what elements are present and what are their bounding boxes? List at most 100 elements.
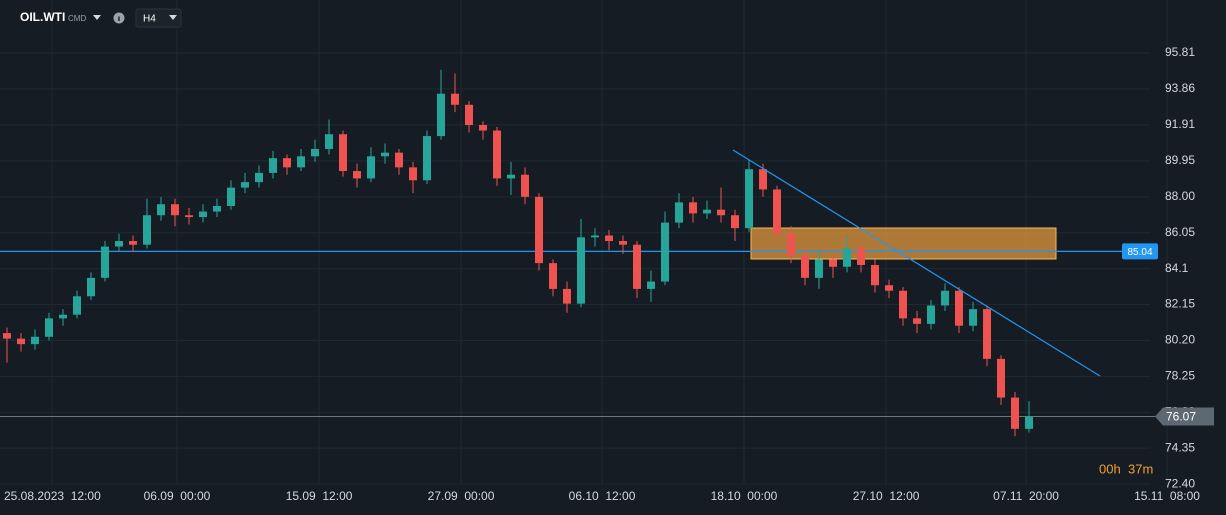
candle-body: [213, 206, 222, 212]
candle-body: [87, 277, 96, 297]
countdown-minutes: 37m: [1128, 461, 1153, 476]
symbol: OIL.WTI: [20, 10, 65, 24]
candle-body: [619, 241, 628, 245]
candle-body: [927, 305, 936, 324]
level-layer: 85.04: [0, 243, 1158, 417]
y-tick-label: 78.25: [1165, 369, 1195, 383]
candle-body: [101, 246, 110, 278]
candle-body: [661, 222, 670, 282]
candle-body: [1025, 416, 1034, 429]
candle-body: [199, 211, 208, 218]
candle-body: [31, 336, 40, 345]
candle-body: [1011, 397, 1020, 429]
candle-body: [647, 281, 656, 289]
candle-body: [983, 309, 992, 359]
candle-body: [381, 152, 390, 157]
candle-body: [675, 202, 684, 223]
candle-body: [997, 358, 1006, 398]
candle-body: [143, 215, 152, 245]
y-tick-label: 95.81: [1165, 45, 1195, 59]
candle-body: [871, 264, 880, 286]
candle-body: [549, 263, 558, 289]
x-tick-label: 06.10 12:00: [569, 489, 636, 503]
candle-body: [423, 136, 432, 181]
candle-body: [857, 248, 866, 265]
candle-body: [255, 172, 264, 183]
candle-body: [353, 171, 362, 179]
candle-body: [311, 148, 320, 157]
candle-body: [409, 167, 418, 181]
zone-box: [750, 227, 1057, 260]
candle-body: [577, 237, 586, 304]
candle-body: [591, 235, 600, 238]
candle-body: [395, 152, 404, 168]
candle-body: [339, 134, 348, 172]
market: CMD: [68, 14, 86, 23]
candle-body: [465, 104, 474, 126]
candle-body: [521, 174, 530, 197]
candle-body: [955, 290, 964, 326]
candle-body: [773, 189, 782, 234]
candle-body: [73, 296, 82, 315]
y-tick-label: 88.00: [1165, 189, 1195, 203]
candle-body: [969, 309, 978, 326]
y-tick-label: 84.1: [1165, 261, 1189, 275]
last-price-label: 76.07: [1166, 410, 1196, 424]
candle-body: [717, 209, 726, 216]
candle-body: [507, 174, 516, 179]
candle-body: [297, 156, 306, 168]
x-tick-label: 25.08.2023 12:00: [4, 489, 101, 503]
candle-body: [185, 215, 194, 218]
candle-body: [703, 209, 712, 214]
candle-body: [843, 248, 852, 267]
candle-body: [787, 233, 796, 256]
level-label-box: [1122, 243, 1158, 260]
candle-body: [17, 338, 26, 345]
candles: [3, 69, 1034, 437]
candle-body: [633, 244, 642, 289]
y-tick-label: 74.35: [1165, 440, 1195, 454]
candle-body: [885, 285, 894, 291]
candle-body: [367, 156, 376, 179]
candle-body: [437, 93, 446, 137]
timeframe: H4: [143, 14, 156, 25]
y-tick-label: 86.05: [1165, 225, 1195, 239]
candle-body: [801, 255, 810, 278]
candle-body: [535, 196, 544, 264]
y-tick-label: 80.20: [1165, 333, 1195, 347]
candle-body: [3, 333, 12, 339]
candle-body: [59, 314, 68, 319]
axis-labels: 95.81 93.86 91.91 89.95 88.00 86.05 84.1 82.15 8…: [4, 45, 1214, 503]
last-price-box: [1155, 407, 1214, 426]
x-tick-label: 15.11 08:00: [1134, 489, 1200, 503]
level-label: 85.04: [1127, 247, 1152, 258]
candle-body: [759, 169, 768, 190]
candle-body: [563, 288, 572, 304]
timeframe-select[interactable]: [135, 8, 182, 28]
timeframe-dropdown: [169, 15, 177, 20]
x-tick-label: 27.09 00:00: [428, 489, 495, 503]
trend-line: [732, 149, 1101, 377]
x-tick-label: 15.09 12:00: [286, 489, 353, 503]
candle-body: [157, 204, 166, 216]
candle-body: [451, 93, 460, 105]
x-tick-label: 18.10 00:00: [711, 489, 778, 503]
candle-body: [493, 130, 502, 179]
symbol-dropdown[interactable]: [93, 15, 101, 20]
candle-body: [283, 158, 292, 168]
candle-body: [941, 290, 950, 306]
info-icon-mark: [118, 16, 120, 21]
candle-body: [171, 204, 180, 216]
candle-body: [731, 215, 740, 229]
candle-body: [115, 241, 124, 247]
candle-body: [605, 235, 614, 242]
candle-body: [745, 169, 754, 229]
grid: [0, 0, 1168, 485]
candle-body: [325, 134, 334, 149]
y-tick-label: 82.15: [1165, 297, 1195, 311]
candle-body: [227, 187, 236, 207]
candle-body: [45, 318, 54, 337]
x-tick-label: 07.11 20:00: [993, 489, 1059, 503]
